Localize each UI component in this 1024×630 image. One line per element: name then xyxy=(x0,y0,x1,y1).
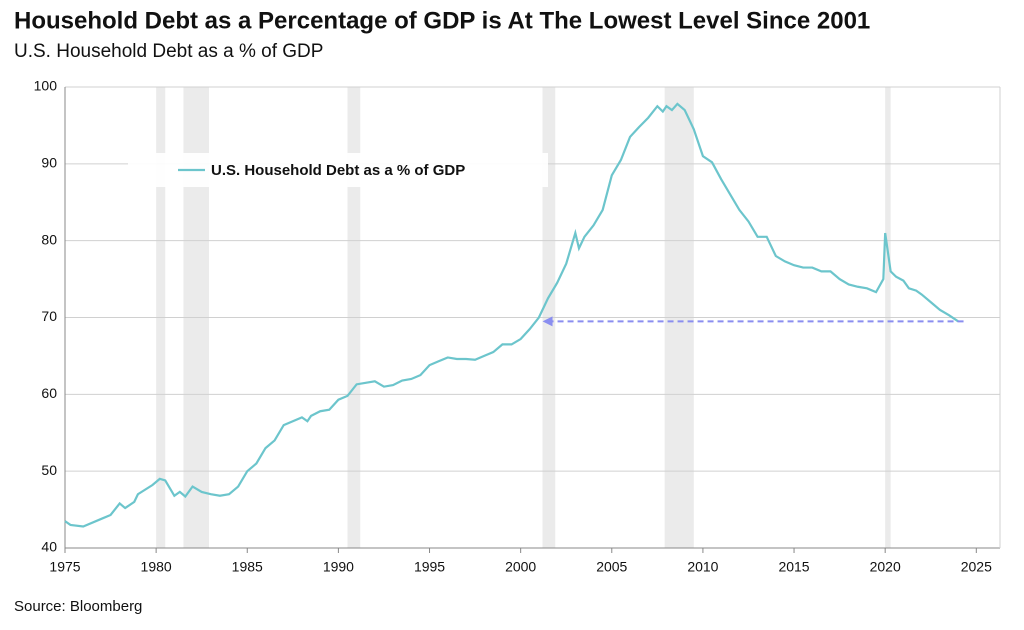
y-tick-label: 100 xyxy=(34,78,58,94)
x-tick-label: 1990 xyxy=(323,559,354,575)
y-tick-label: 60 xyxy=(41,385,57,401)
y-tick-label: 70 xyxy=(41,308,57,324)
x-tick-label: 2020 xyxy=(870,559,901,575)
x-tick-label: 2000 xyxy=(505,559,536,575)
chart-title: Household Debt as a Percentage of GDP is… xyxy=(14,7,870,34)
source: Source: Bloomberg xyxy=(14,598,142,615)
x-tick-label: 1975 xyxy=(49,559,80,575)
x-tick-label: 2015 xyxy=(778,559,809,575)
legend-label: U.S. Household Debt as a % of GDP xyxy=(211,162,465,179)
chart-subtitle: U.S. Household Debt as a % of GDP xyxy=(14,41,323,62)
y-tick-label: 90 xyxy=(41,155,57,171)
legend: U.S. Household Debt as a % of GDP xyxy=(128,153,548,187)
x-tick-label: 1985 xyxy=(232,559,263,575)
series-line xyxy=(64,102,959,528)
x-tick-label: 1995 xyxy=(414,559,445,575)
arrow-head xyxy=(542,316,553,327)
y-tick-label: 40 xyxy=(41,539,57,555)
y-tick-label: 50 xyxy=(41,462,57,478)
y-tick-label: 80 xyxy=(41,231,57,247)
x-tick-label: 1980 xyxy=(141,559,172,575)
x-tick-label: 2005 xyxy=(596,559,627,575)
x-tick-label: 2025 xyxy=(961,559,992,575)
x-tick-label: 2010 xyxy=(687,559,718,575)
